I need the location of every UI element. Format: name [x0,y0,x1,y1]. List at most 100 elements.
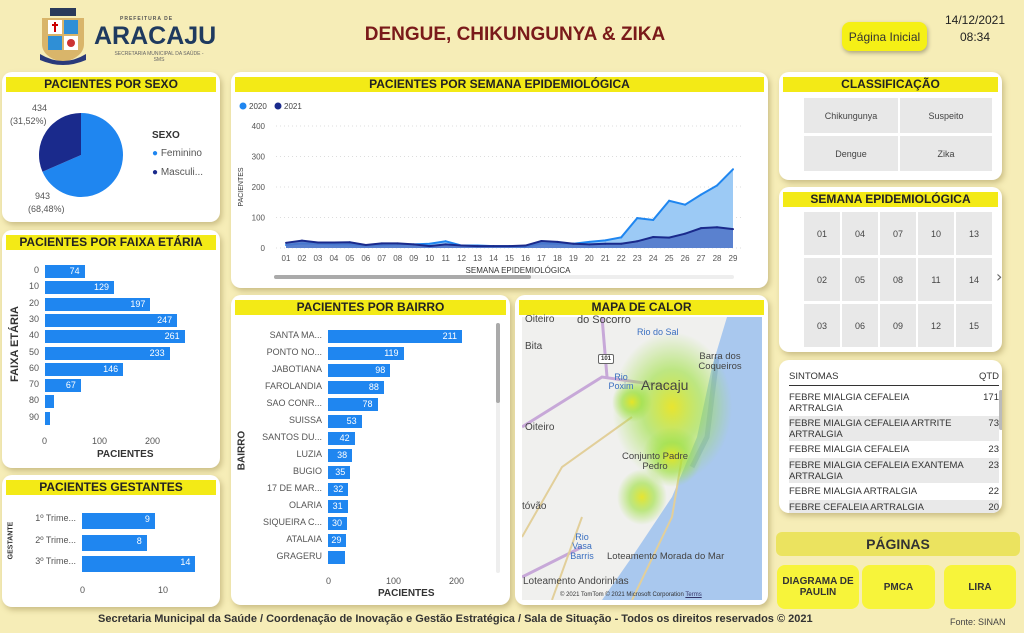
point-2021[interactable] [380,242,383,245]
bairro-scrollbar[interactable] [496,323,500,573]
next-page-chevron-icon[interactable]: › [996,267,1003,286]
bar[interactable]: 8 [82,534,147,551]
point-2020[interactable] [684,203,687,206]
week-filter-tile[interactable]: 14 [956,258,992,301]
col-qtd[interactable]: QTD [978,371,999,382]
bar[interactable]: 42 [328,432,355,445]
bar[interactable]: 233 [45,346,170,360]
bar[interactable]: 78 [328,398,378,411]
bar[interactable]: 32 [328,483,349,496]
point-2021[interactable] [508,245,511,248]
table-row[interactable]: FEBRE MIALGIA CEFALEIA EXANTEMA ARTRALGI… [789,458,999,483]
week-filter-tile[interactable]: 09 [880,304,916,347]
week-filter-tile[interactable]: 13 [956,212,992,255]
point-2020[interactable] [652,218,655,221]
table-row[interactable]: FEBRE CEFALEIA ARTRALGIA 20 [789,500,999,513]
bar[interactable]: 53 [328,415,362,428]
point-2021[interactable] [444,243,447,246]
table-row[interactable]: FEBRE MIALGIA ARTRALGIA 22 [789,484,999,499]
point-2021[interactable] [460,244,463,247]
filter-zika[interactable]: Zika [900,136,992,171]
point-2021[interactable] [668,236,671,239]
point-2021[interactable] [300,239,303,242]
legend-masculino[interactable]: ● Masculi... [152,167,204,178]
sintomas-scrollbar[interactable] [999,390,1002,430]
point-2020[interactable] [428,242,431,245]
point-2021[interactable] [652,236,655,239]
week-filter-tile[interactable]: 01 [804,212,840,255]
point-2021[interactable] [540,239,543,242]
bar[interactable]: 38 [328,449,353,462]
bar[interactable]: 9 [82,513,155,529]
legend-feminino[interactable]: ● Feminino [152,148,202,159]
point-2021[interactable] [428,245,431,248]
heat-map[interactable] [522,317,762,600]
point-2020[interactable] [588,240,591,243]
point-2021[interactable] [716,226,719,229]
scrollbar-thumb[interactable] [274,275,531,279]
point-2021[interactable] [604,242,607,245]
point-2021[interactable] [620,242,623,245]
bar[interactable] [45,411,50,425]
point-2021[interactable] [396,242,399,245]
point-2021[interactable] [572,242,575,245]
point-2021[interactable] [732,228,734,231]
home-page-button[interactable]: Página Inicial [842,22,927,51]
point-2020[interactable] [636,217,639,220]
point-2020[interactable] [716,184,719,187]
filter-suspeito[interactable]: Suspeito [900,98,992,133]
point-2021[interactable] [524,244,527,247]
bar[interactable] [328,551,346,564]
pie-slice-feminino[interactable] [42,113,124,197]
week-filter-tile[interactable]: 07 [880,212,916,255]
bar[interactable]: 146 [45,362,124,376]
pie-slice-masculino[interactable] [38,113,81,172]
point-2021[interactable] [364,243,367,246]
bar[interactable]: 35 [328,466,351,479]
point-2020[interactable] [444,240,447,243]
point-2021[interactable] [476,245,479,248]
point-2020[interactable] [604,239,607,242]
legend-label[interactable]: 2021 [284,102,302,111]
diagrama-paulin-button[interactable]: DIAGRAMA DE PAULIN [777,565,859,609]
week-filter-tile[interactable]: 12 [918,304,954,347]
bar[interactable] [45,395,55,409]
bar[interactable]: 211 [328,330,462,343]
filter-dengue[interactable]: Dengue [804,136,898,171]
bar[interactable]: 31 [328,500,348,513]
bar[interactable]: 29 [328,534,347,547]
point-2021[interactable] [332,241,335,244]
bar[interactable]: 129 [45,281,114,295]
bar[interactable]: 98 [328,364,391,377]
point-2021[interactable] [285,241,287,244]
week-filter-tile[interactable]: 03 [804,304,840,347]
point-2021[interactable] [636,240,639,243]
bar[interactable]: 30 [328,517,348,530]
week-filter-tile[interactable]: 06 [842,304,878,347]
week-filter-tile[interactable]: 15 [956,304,992,347]
point-2021[interactable] [316,241,319,244]
week-filter-tile[interactable]: 11 [918,258,954,301]
pmca-button[interactable]: PMCA [862,565,935,609]
point-2021[interactable] [588,243,591,246]
filter-chikungunya[interactable]: Chikungunya [804,98,898,133]
week-filter-tile[interactable]: 02 [804,258,840,301]
bar[interactable]: 261 [45,330,185,344]
bar[interactable]: 88 [328,381,384,394]
bar[interactable]: 14 [82,556,196,572]
point-2020[interactable] [620,236,623,239]
week-filter-tile[interactable]: 05 [842,258,878,301]
point-2020[interactable] [700,193,703,196]
point-2020[interactable] [732,168,734,171]
bar[interactable]: 67 [45,379,81,393]
point-2021[interactable] [684,232,687,235]
bar[interactable]: 74 [45,265,85,278]
terms-link[interactable]: Terms [685,592,702,598]
week-filter-tile[interactable]: 04 [842,212,878,255]
table-row[interactable]: FEBRE MIALGIA CEFALEIA ARTRALGIA 171 [789,390,999,415]
week-filter-tile[interactable]: 10 [918,212,954,255]
point-2021[interactable] [348,241,351,244]
bar[interactable]: 119 [328,347,404,360]
sexo-pie-chart[interactable] [38,112,124,198]
